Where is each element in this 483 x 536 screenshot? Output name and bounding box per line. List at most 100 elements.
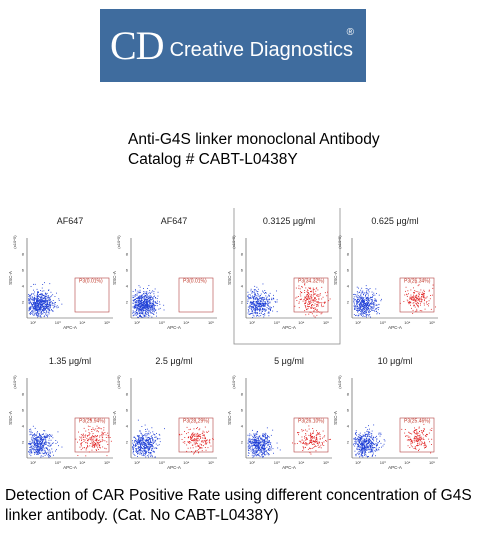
negative-event [269, 449, 270, 451]
negative-event [46, 453, 47, 454]
negative-event [52, 442, 54, 444]
negative-event [145, 300, 147, 301]
negative-event [251, 291, 253, 293]
positive-event [415, 448, 417, 450]
negative-event [163, 309, 165, 311]
positive-event [408, 303, 410, 305]
positive-event [314, 297, 315, 299]
negative-event [135, 306, 137, 308]
negative-event [147, 304, 149, 306]
positive-event [92, 427, 94, 429]
negative-event [135, 298, 136, 300]
negative-event [372, 455, 373, 457]
negative-event [368, 305, 370, 307]
positive-event [315, 288, 317, 290]
negative-event [144, 295, 146, 296]
negative-event [266, 453, 268, 455]
positive-event [311, 290, 313, 292]
negative-event [272, 448, 274, 450]
negative-event [262, 290, 263, 292]
negative-event [140, 450, 142, 452]
negative-event [258, 301, 260, 303]
positive-event [298, 434, 299, 436]
negative-event [372, 447, 374, 449]
negative-event [257, 293, 259, 295]
positive-event [91, 429, 92, 430]
negative-event [262, 444, 264, 446]
negative-event [39, 452, 40, 454]
negative-event [46, 311, 48, 312]
negative-event [44, 299, 46, 301]
negative-event [40, 299, 42, 300]
positive-event [307, 296, 309, 298]
negative-event [43, 439, 45, 441]
y-tick-label: 2 [347, 440, 350, 445]
negative-event [44, 307, 45, 309]
negative-event [257, 442, 259, 444]
positive-event [198, 435, 200, 437]
negative-event [58, 298, 60, 300]
negative-event [262, 453, 263, 455]
negative-event [40, 434, 42, 436]
positive-event [419, 301, 421, 302]
negative-event [372, 445, 373, 447]
negative-event [357, 301, 359, 303]
negative-event [360, 306, 362, 308]
negative-event [368, 448, 370, 450]
negative-event [61, 303, 63, 305]
negative-event [139, 302, 141, 304]
negative-event [152, 303, 153, 304]
negative-event [253, 289, 255, 291]
negative-event [147, 440, 148, 442]
negative-event [139, 449, 141, 451]
negative-event [142, 308, 144, 310]
negative-event [355, 305, 356, 307]
negative-event [33, 446, 35, 448]
negative-event [51, 448, 53, 450]
negative-event [155, 447, 157, 449]
positive-event [324, 301, 326, 303]
negative-event [260, 444, 261, 446]
negative-event [45, 298, 47, 300]
negative-event [361, 304, 363, 306]
negative-event [50, 299, 51, 301]
negative-event [158, 308, 160, 310]
negative-event [150, 444, 152, 445]
negative-event [361, 440, 363, 442]
positive-event [411, 440, 413, 441]
positive-event [306, 298, 308, 300]
negative-event [37, 314, 39, 316]
negative-event [30, 307, 31, 309]
negative-event [247, 309, 249, 310]
negative-event [43, 453, 45, 454]
positive-event [316, 301, 317, 303]
negative-event [373, 444, 375, 446]
positive-event [192, 439, 194, 441]
negative-event [158, 433, 160, 435]
negative-event [256, 303, 258, 305]
negative-event [135, 301, 137, 303]
negative-event [253, 297, 255, 298]
negative-event [257, 431, 258, 432]
positive-event [420, 304, 421, 306]
negative-event [132, 312, 134, 314]
negative-event [261, 449, 263, 451]
negative-event [270, 434, 272, 436]
negative-event [42, 436, 44, 438]
positive-event [421, 431, 423, 433]
negative-event [140, 453, 142, 455]
negative-event [361, 447, 363, 449]
negative-event [146, 306, 147, 308]
negative-event [260, 437, 261, 439]
negative-event [44, 442, 46, 444]
positive-event [426, 302, 427, 304]
positive-event [419, 436, 421, 438]
negative-event [251, 452, 253, 454]
negative-event [363, 444, 365, 446]
negative-event [360, 309, 362, 311]
negative-event [37, 445, 39, 447]
positive-event [318, 447, 320, 448]
positive-event [426, 301, 428, 302]
negative-event [142, 453, 144, 455]
positive-event [321, 442, 323, 443]
